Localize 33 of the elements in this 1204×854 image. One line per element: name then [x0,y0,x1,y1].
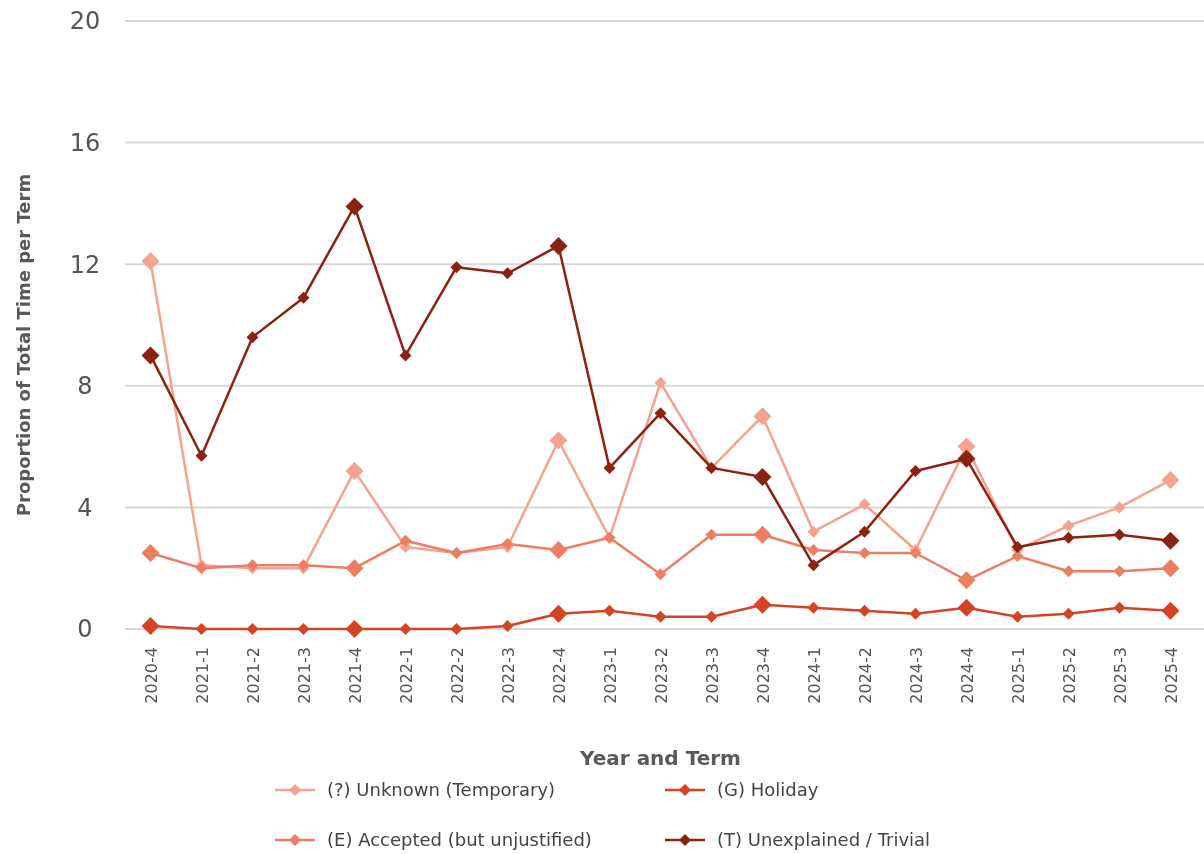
x-tick-label: 2022-2 [447,647,467,704]
x-tick-label: 2025-4 [1161,647,1181,704]
x-tick-label: 2023-1 [600,647,620,704]
y-tick-label: 8 [77,372,93,401]
legend-label: (E) Accepted (but unjustified) [327,829,592,851]
x-tick-label: 2023-4 [753,647,773,704]
x-tick-label: 2021-3 [294,647,314,704]
x-tick-label: 2025-3 [1110,647,1130,704]
x-tick-label: 2022-1 [396,647,416,704]
legend-label: (?) Unknown (Temporary) [327,779,556,801]
x-tick-label: 2021-1 [192,647,212,704]
y-tick-label: 20 [69,7,101,36]
x-tick-label: 2025-1 [1008,647,1028,704]
y-tick-label: 4 [77,493,93,522]
x-tick-label: 2025-2 [1059,647,1079,704]
y-tick-label: 16 [69,129,101,157]
x-tick-label: 2024-4 [957,647,977,704]
x-tick-label: 2024-2 [855,647,875,704]
x-axis-title: Year and Term [579,746,741,770]
legend-label: (G) Holiday [717,779,819,801]
legend-label: (T) Unexplained / Trivial [717,829,931,851]
x-tick-label: 2020-4 [141,647,161,704]
x-tick-label: 2021-2 [243,647,263,704]
x-tick-label: 2021-4 [345,647,365,704]
x-tick-label: 2022-4 [549,647,569,704]
x-tick-label: 2023-3 [702,647,722,704]
y-tick-label: 12 [69,250,101,279]
x-tick-label: 2022-3 [498,647,518,704]
y-axis-title: Proportion of Total Time per Term [13,173,34,517]
x-tick-label: 2024-3 [906,647,926,704]
y-tick-label: 0 [77,615,93,644]
x-tick-label: 2024-1 [804,647,824,704]
x-tick-label: 2023-2 [651,647,671,704]
